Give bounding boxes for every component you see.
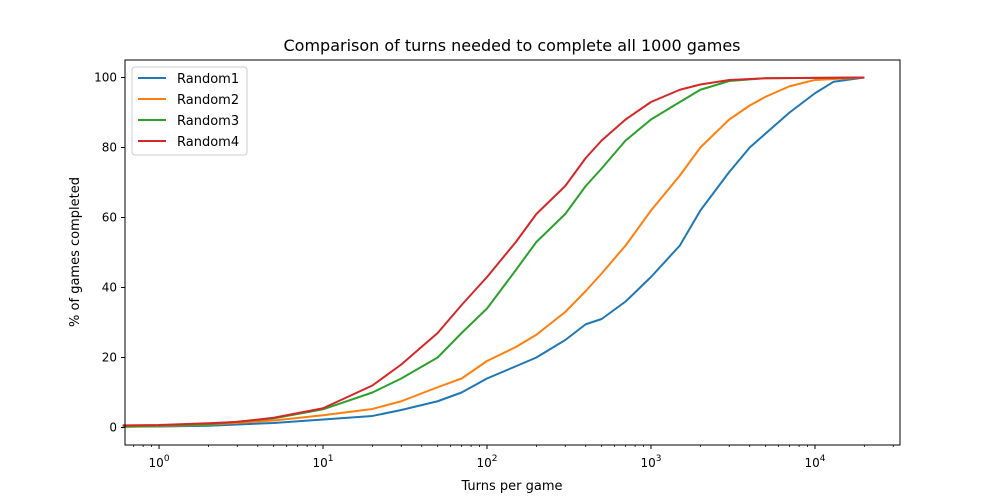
- y-tick-label: 0: [109, 421, 117, 435]
- chart-title: Comparison of turns needed to complete a…: [283, 36, 740, 55]
- y-tick-label: 60: [102, 211, 117, 225]
- y-tick-label: 100: [94, 71, 117, 85]
- series-lines: [122, 76, 865, 428]
- y-tick-label: 80: [102, 141, 117, 155]
- series-line-random2: [122, 76, 865, 428]
- legend-label: Random1: [177, 72, 239, 87]
- legend-label: Random3: [177, 114, 239, 129]
- y-tick-label: 20: [102, 351, 117, 365]
- legend: Random1 Random2 Random3 Random4: [131, 66, 248, 156]
- legend-label: Random4: [177, 135, 239, 150]
- series-line-random1: [122, 76, 865, 428]
- legend-box: [131, 66, 248, 156]
- series-line-random4: [122, 76, 865, 427]
- x-tick-label: 100: [149, 454, 170, 470]
- x-tick-label: 104: [804, 454, 825, 470]
- x-tick-label: 102: [477, 454, 498, 470]
- x-axis-ticks: 100 101 102 103 104: [133, 445, 894, 470]
- x-tick-label: 101: [313, 454, 334, 470]
- plot-frame: [124, 59, 901, 446]
- x-tick-label: 103: [640, 454, 661, 470]
- x-axis-label: Turns per game: [460, 479, 562, 494]
- y-tick-label: 40: [102, 281, 117, 295]
- y-axis-ticks: 0 20 40 60 80 100: [94, 71, 125, 435]
- legend-label: Random2: [177, 93, 239, 108]
- y-axis-label: % of games completed: [68, 177, 83, 327]
